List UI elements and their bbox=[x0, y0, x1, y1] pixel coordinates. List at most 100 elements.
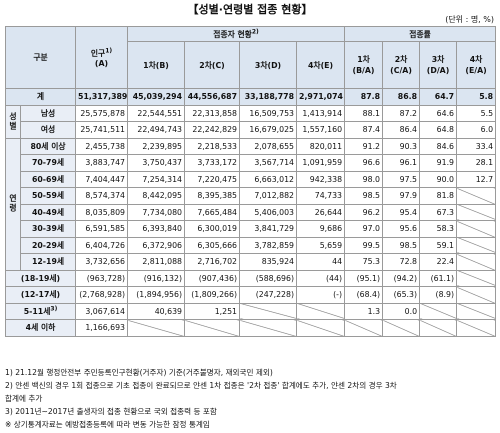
data-cell: 40,639 bbox=[127, 302, 186, 320]
header-cell: 3차 (D/A) bbox=[419, 41, 458, 89]
data-cell: 6,404,726 bbox=[75, 236, 129, 254]
row-label-text: (12-17세) bbox=[20, 290, 61, 300]
table-body: 계 51,317,389 45,039,294 44,556,687 33,188,77… bbox=[4, 88, 497, 337]
data-cell: 25,575,878 bbox=[75, 104, 129, 122]
data-cell: 9,686 bbox=[296, 220, 346, 238]
footnote-ref: 2) bbox=[251, 27, 259, 35]
data-cell: 28.1 bbox=[456, 154, 497, 172]
data-cell: 3,782,859 bbox=[239, 236, 298, 254]
data-cell: 2,716,702 bbox=[184, 253, 241, 271]
data-cell: 16,679,025 bbox=[239, 121, 298, 139]
data-cell: 87.2 bbox=[382, 104, 421, 122]
data-cell: 2,218,533 bbox=[184, 137, 241, 155]
data-cell: 820,011 bbox=[296, 137, 346, 155]
data-cell: 2,971,074 bbox=[296, 88, 346, 106]
data-cell: 1,251 bbox=[184, 302, 241, 320]
empty-cell bbox=[382, 319, 421, 337]
header-cell: 2차(C) bbox=[184, 41, 241, 89]
data-cell: 942,338 bbox=[296, 170, 346, 188]
data-cell: 75.3 bbox=[344, 253, 384, 271]
data-cell: (95.1) bbox=[344, 269, 384, 287]
table-row: 4세 이하 1,166,693 bbox=[4, 319, 497, 337]
data-cell: 86.8 bbox=[382, 88, 421, 106]
footnote: 합계에 추가 bbox=[5, 394, 43, 403]
data-cell: 1.3 bbox=[344, 302, 384, 320]
data-cell: 81.8 bbox=[419, 187, 458, 205]
row-label-text: 60-69세 bbox=[31, 174, 65, 184]
data-cell: 835,924 bbox=[239, 253, 298, 271]
data-cell: 2,455,738 bbox=[75, 137, 129, 155]
footnote: 3) 2011년~2017년 출생자의 접종 현황으로 국외 접종력 등 포함 bbox=[5, 407, 217, 416]
header-text: (E/A) bbox=[465, 66, 487, 75]
table-row: 20-29세 6,404,726 6,372,906 6,305,666 3,782,8… bbox=[6, 236, 497, 254]
row-label: 계 bbox=[4, 88, 77, 106]
empty-cell bbox=[239, 319, 298, 337]
header-text: 4차 bbox=[469, 55, 483, 64]
data-cell: 87.4 bbox=[344, 121, 384, 139]
data-cell: 7,254,314 bbox=[127, 170, 186, 188]
table-row: 성별 남성 25,575,878 22,544,551 22,313,858 16,509… bbox=[5, 104, 497, 139]
empty-cell bbox=[419, 319, 458, 337]
data-cell: (-) bbox=[296, 286, 346, 304]
footnote: 2) 얀센 백신의 경우 1회 접종으로 기초 접종이 완료되므로 얀센 1차 … bbox=[5, 381, 397, 390]
table-row: (18-19세) (963,728) (916,132) (907,436) (588,… bbox=[4, 269, 497, 287]
row-group: 연령 bbox=[5, 137, 21, 271]
data-table: 구분 인구1) (A) 접종자 현황2) 접종률 1차(B) 2차(C) 3차(D) 4… bbox=[4, 26, 497, 337]
row-label-text: 12-19세 bbox=[31, 257, 65, 267]
data-cell: 8,035,809 bbox=[75, 203, 129, 221]
data-cell: 64.6 bbox=[419, 104, 458, 122]
row-label-text: 30-39세 bbox=[31, 224, 65, 234]
header-text: 3차 bbox=[431, 55, 445, 64]
data-cell: 3,841,729 bbox=[239, 220, 298, 238]
data-cell: 8,574,374 bbox=[75, 187, 129, 205]
header-text: (A) bbox=[94, 58, 109, 68]
data-cell: 87.8 bbox=[344, 88, 384, 106]
empty-cell bbox=[456, 203, 497, 221]
header-cell: 1차(B) bbox=[127, 41, 186, 89]
data-cell: 6.0 bbox=[456, 121, 497, 139]
row-label-text: 계 bbox=[36, 92, 45, 102]
data-cell: 2,811,088 bbox=[127, 253, 186, 271]
header-text: 접종자 현황 bbox=[213, 29, 252, 39]
header-row: 1차(B) 2차(C) 3차(D) 4차(E) 1차 (B/A) 2차 (C/A) 3차 (D/A… bbox=[6, 41, 497, 89]
data-cell: 1,091,959 bbox=[296, 154, 346, 172]
header-cell: 2차 (C/A) bbox=[382, 41, 421, 89]
data-cell: 8,395,385 bbox=[184, 187, 241, 205]
data-cell: 6,372,906 bbox=[127, 236, 186, 254]
data-cell: (1,894,956) bbox=[127, 286, 186, 304]
data-cell: 5.8 bbox=[456, 88, 497, 106]
row-label-text: 여성 bbox=[40, 125, 56, 135]
row-label-text: 40-49세 bbox=[31, 207, 65, 217]
data-cell: 3,883,747 bbox=[75, 154, 129, 172]
header-cell: 1차 (B/A) bbox=[344, 41, 384, 89]
header-cell: 접종률 bbox=[344, 26, 497, 42]
header-cell: 4차 (E/A) bbox=[456, 41, 497, 89]
empty-cell bbox=[456, 302, 497, 320]
footnote-ref: 3) bbox=[50, 305, 58, 313]
data-cell: 0.0 bbox=[382, 302, 421, 320]
footnote-ref: 1) bbox=[105, 46, 113, 54]
header-text: (D/A) bbox=[426, 66, 450, 75]
data-cell: 22,313,858 bbox=[184, 104, 241, 122]
header-text: 2차 bbox=[394, 55, 408, 64]
table-row: 30-39세 6,591,585 6,393,840 6,300,019 3,841,7… bbox=[6, 220, 497, 238]
data-cell: 67.3 bbox=[419, 203, 458, 221]
data-cell: 3,067,614 bbox=[75, 302, 129, 320]
header-cell: 구분 bbox=[4, 26, 77, 89]
data-cell: 97.0 bbox=[344, 220, 384, 238]
data-cell: 91.9 bbox=[419, 154, 458, 172]
data-cell: (916,132) bbox=[127, 269, 186, 287]
unit: (단위 : 명, %) bbox=[445, 15, 494, 24]
data-cell: 6,591,585 bbox=[75, 220, 129, 238]
data-cell: 6,305,666 bbox=[184, 236, 241, 254]
header-text: (C/A) bbox=[390, 66, 412, 75]
row-label: 30-39세 bbox=[19, 220, 77, 238]
header-text: (B/A) bbox=[352, 66, 375, 75]
table-row: 70-79세 3,883,747 3,750,437 3,733,172 3,567,7… bbox=[6, 154, 497, 172]
row-label-text: 70-79세 bbox=[31, 158, 65, 168]
row-label-text: (18-19세) bbox=[20, 273, 61, 283]
table-row: 여성 25,741,511 22,494,743 22,242,829 16,679,0… bbox=[6, 121, 497, 139]
table-row: 연령 80세 이상 2,455,738 2,239,895 2,218,533 2,078… bbox=[5, 137, 497, 271]
header-cell: 3차(D) bbox=[239, 41, 298, 89]
